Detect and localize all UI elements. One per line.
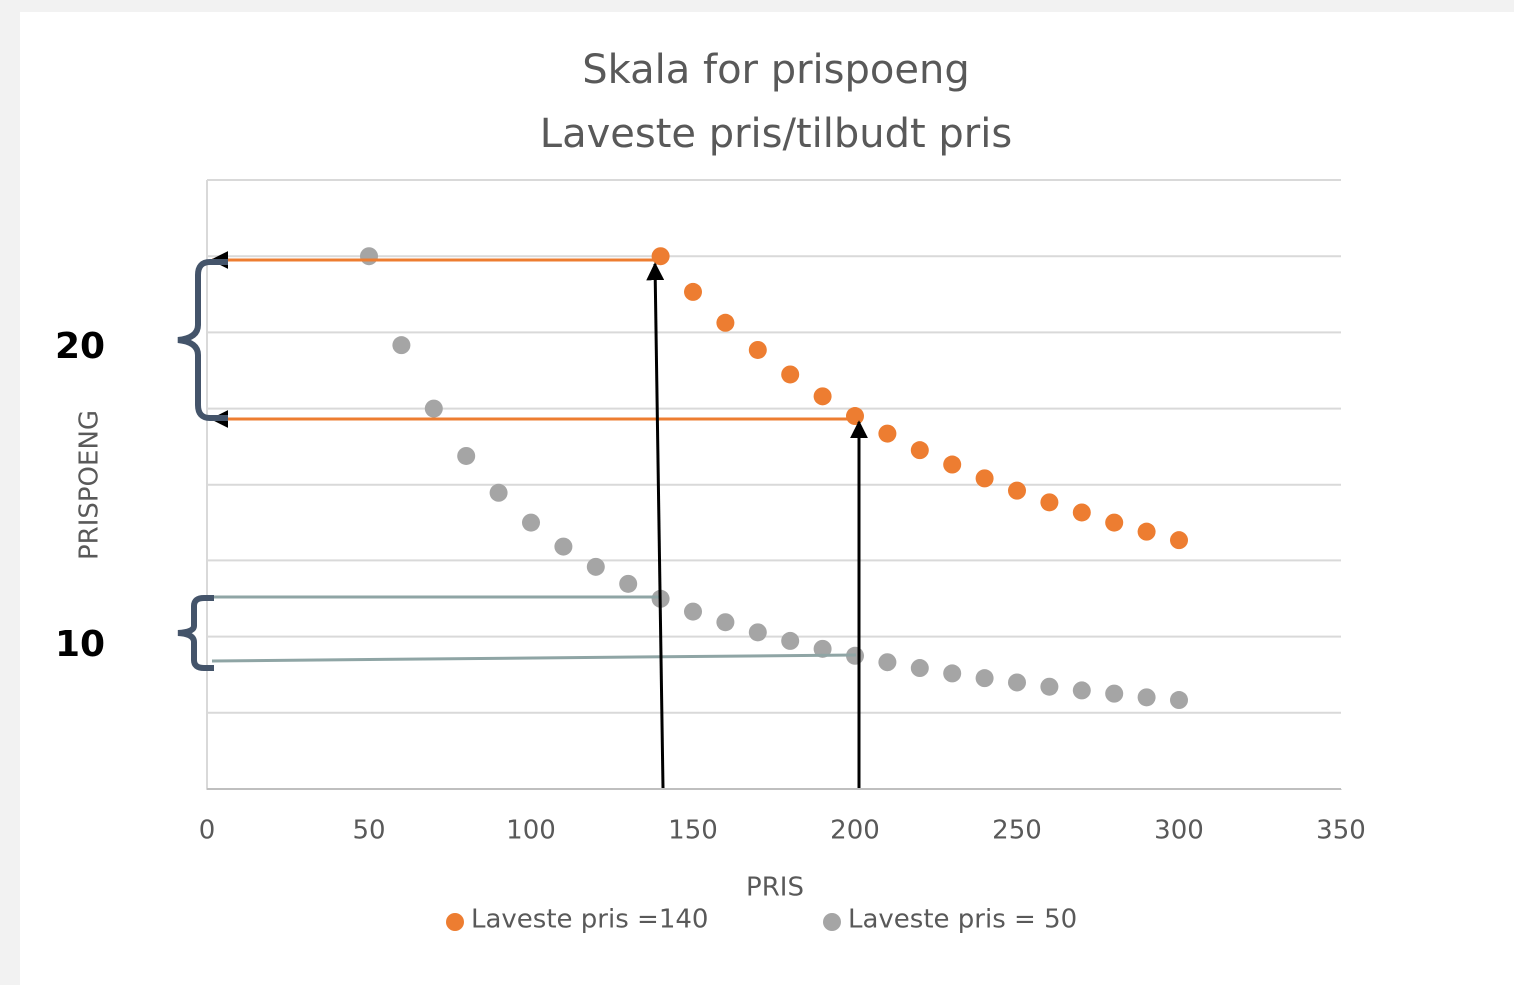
plot: 0 50 100 150 200 250 300 350 xyxy=(199,179,1366,846)
legend-label: Laveste pris = 50 xyxy=(848,905,1077,935)
annotation-arrow xyxy=(646,262,665,789)
point xyxy=(748,623,767,642)
chart-title: Skala for prispoeng xyxy=(582,47,969,93)
point xyxy=(716,313,735,332)
point xyxy=(716,613,735,632)
point xyxy=(424,399,443,418)
point xyxy=(1137,522,1156,541)
point xyxy=(813,387,832,406)
x-tick-label: 200 xyxy=(830,816,880,846)
annotations: 20 10 xyxy=(55,251,868,789)
point xyxy=(522,513,540,532)
point xyxy=(943,455,962,474)
point xyxy=(684,602,702,621)
brace xyxy=(177,259,228,421)
point xyxy=(975,469,994,488)
annotation-line xyxy=(211,653,857,663)
point xyxy=(878,424,897,443)
point xyxy=(1105,684,1124,703)
annotation-label: 10 xyxy=(55,624,105,665)
point xyxy=(748,340,767,359)
legend-marker xyxy=(446,913,464,931)
x-tick-label: 300 xyxy=(1154,816,1204,846)
point xyxy=(489,483,508,502)
point xyxy=(1040,677,1059,696)
point xyxy=(1105,513,1124,532)
point xyxy=(975,669,994,688)
point xyxy=(619,574,638,593)
legend-marker xyxy=(823,913,841,931)
x-tick-label: 150 xyxy=(668,816,718,846)
point xyxy=(878,653,897,672)
point xyxy=(846,407,864,426)
point xyxy=(781,365,800,384)
point xyxy=(684,282,702,301)
point xyxy=(1008,673,1026,692)
point xyxy=(586,557,605,576)
point xyxy=(1170,691,1188,710)
x-tick-label: 100 xyxy=(506,816,556,846)
point xyxy=(360,247,378,266)
point xyxy=(554,537,573,556)
annotation-label: 20 xyxy=(55,326,105,367)
point xyxy=(392,336,411,355)
y-axis-label: PRISPOENG xyxy=(75,410,105,560)
point xyxy=(457,446,476,465)
point xyxy=(1072,681,1091,700)
legend-label: Laveste pris =140 xyxy=(471,905,708,935)
x-tick-label: 0 xyxy=(199,816,216,846)
chart-title: Laveste pris/tilbudt pris xyxy=(540,111,1012,157)
x-tick-label: 350 xyxy=(1316,816,1366,846)
point xyxy=(910,441,929,460)
point xyxy=(781,631,800,650)
chart-area xyxy=(20,12,1514,985)
point xyxy=(651,247,670,266)
point xyxy=(1008,481,1026,500)
x-tick-label: 250 xyxy=(992,816,1042,846)
x-tick-label: 50 xyxy=(352,816,385,846)
point xyxy=(943,664,962,683)
point xyxy=(1040,493,1059,512)
point xyxy=(910,659,929,678)
x-axis-label: PRIS xyxy=(746,873,804,903)
point xyxy=(1072,503,1091,522)
brace xyxy=(177,595,214,671)
point xyxy=(813,639,832,658)
point xyxy=(1170,531,1188,550)
point xyxy=(1137,688,1156,707)
